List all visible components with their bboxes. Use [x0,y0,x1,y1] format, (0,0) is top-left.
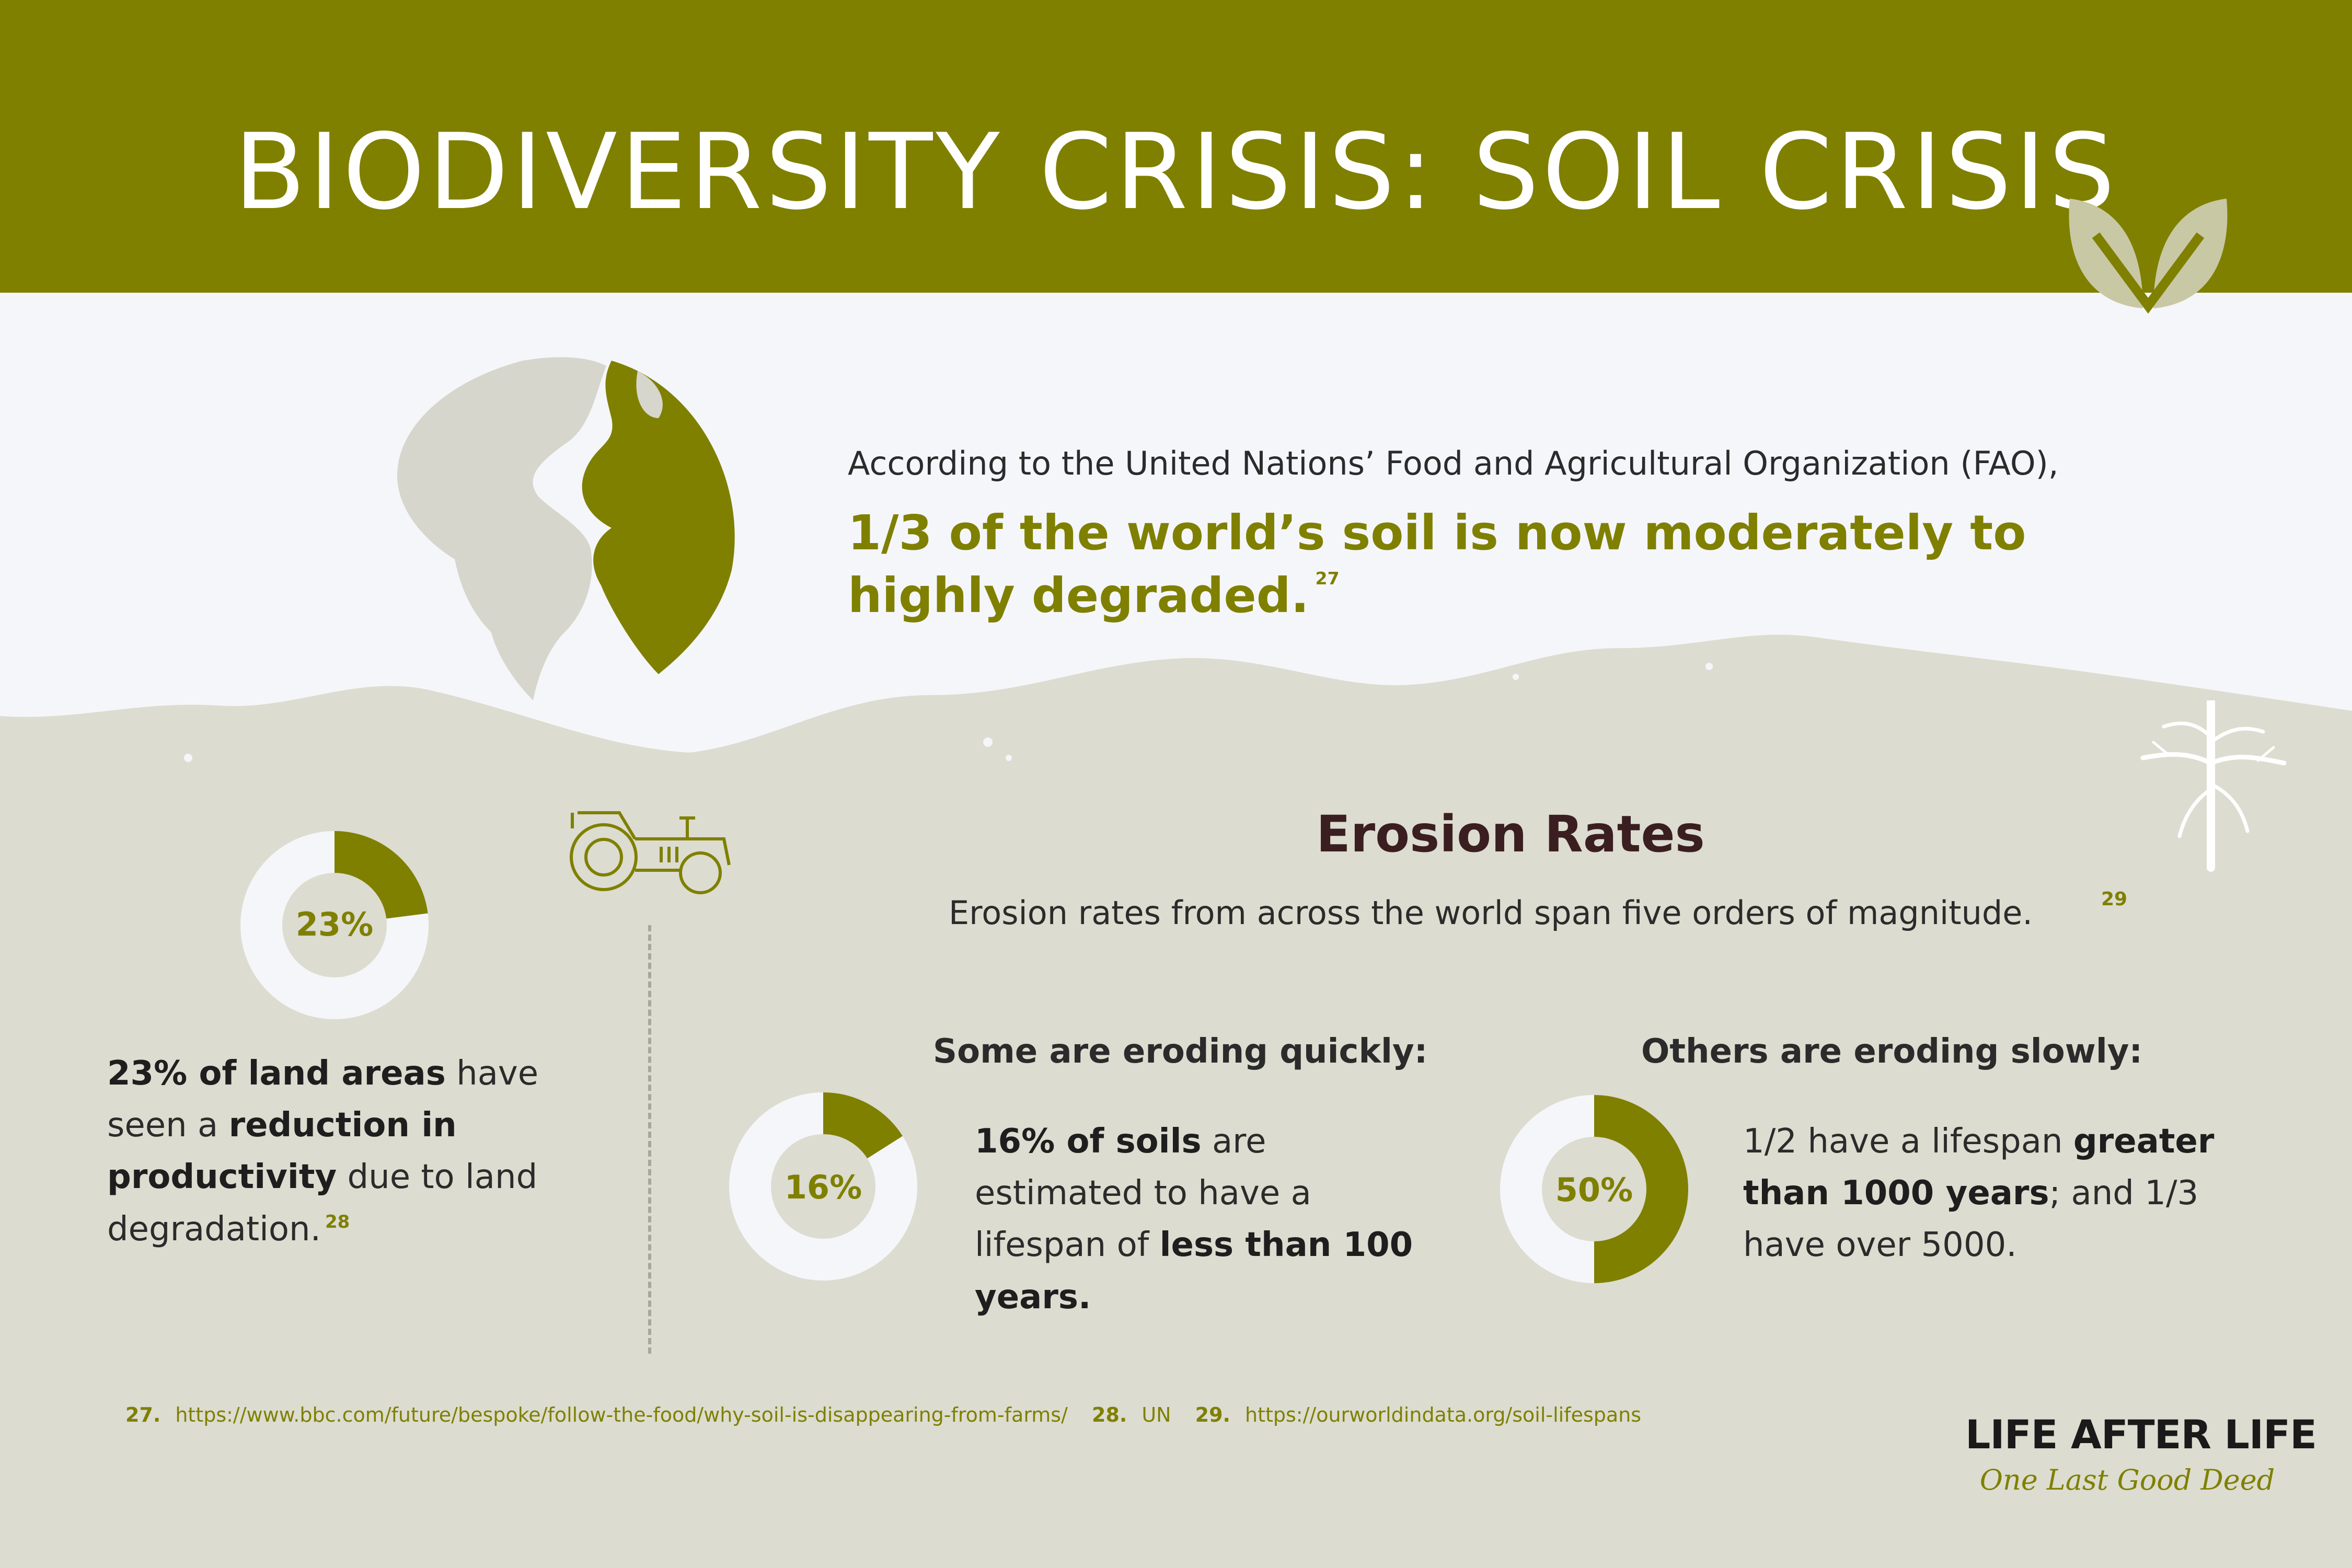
less-than-bold: less than 100 years. [975,1226,1413,1317]
leaf-icon [2069,199,2228,314]
plant-roots-icon [2140,700,2287,872]
greater-than-bold: greater than 1000 years [1743,1122,2215,1213]
footnote-number: 29. [1195,1403,1230,1426]
footnote-number: 28. [1092,1403,1127,1426]
land-areas-bold: 23% of land areas [107,1054,446,1093]
tractor-icon [570,811,731,894]
donut-chart-16 [729,1092,917,1281]
donut-fill-arc [1593,1095,1688,1283]
eroding-quickly-heading: Some are eroding quickly: [933,1032,1428,1071]
donut-label-16: 16% [784,1168,862,1206]
text-part: have seen a [107,1054,539,1145]
erosion-rates-title: Erosion Rates [1316,805,1705,863]
reduction-bold: reduction in productivity [107,1106,457,1197]
footnote-ref-27: 27 [1315,568,1340,589]
header-banner [0,0,2352,293]
eroding-quickly-text: 16% of soils are estimated to have a lif… [975,1116,1435,1323]
footnotes: 27. https://www.bbc.com/future/bespoke/fo… [125,1403,1659,1426]
donut-chart-50 [1500,1095,1688,1283]
donut-fill-arc [822,1092,903,1159]
eroding-slowly-heading: Others are eroding slowly: [1641,1032,2143,1071]
brand-logo-name: LIFE AFTER LIFE [1965,1411,2317,1458]
soils-bold: 16% of soils [975,1122,1202,1161]
globe-icon [397,357,735,700]
page-title: BIODIVERSITY CRISIS: SOIL CRISIS [234,111,2118,233]
eroding-slowly-text: 1/2 have a lifespan greater than 1000 ye… [1743,1116,2224,1272]
footnote-link-27[interactable]: https://www.bbc.com/future/bespoke/follo… [175,1403,1068,1426]
footnote-ref-29: 29 [2101,889,2128,910]
text-part: ; and 1/3 have over 5000. [1743,1174,2199,1265]
donut-label-23: 23% [295,905,374,943]
erosion-rates-subtitle: Erosion rates from across the world span… [949,894,2033,932]
text-part: are estimated to have a lifespan of [975,1122,1311,1265]
fao-intro-text: According to the United Nations’ Food an… [848,444,2059,482]
donut-chart-23 [240,831,429,1019]
footnote-link-29[interactable]: https://ourworldindata.org/soil-lifespan… [1245,1403,1642,1426]
brand-tagline: One Last Good Deed [1979,1463,2275,1496]
land-productivity-text: 23% of land areas have seen a reduction … [107,1048,619,1255]
footnote-number: 27. [125,1403,161,1426]
headline-text: 1/3 of the world’s soil is now moderatel… [848,505,2026,624]
soil-degraded-headline: 1/3 of the world’s soil is now moderatel… [848,502,2050,627]
text-part: 1/2 have a lifespan [1743,1122,2073,1161]
section-divider [648,925,651,1354]
footnote-ref-28: 28 [325,1211,350,1232]
donut-fill-arc [333,831,428,919]
footnote-text-28: UN [1142,1403,1171,1426]
text-part: due to land degradation. [107,1158,538,1249]
donut-label-50: 50% [1555,1171,1633,1209]
